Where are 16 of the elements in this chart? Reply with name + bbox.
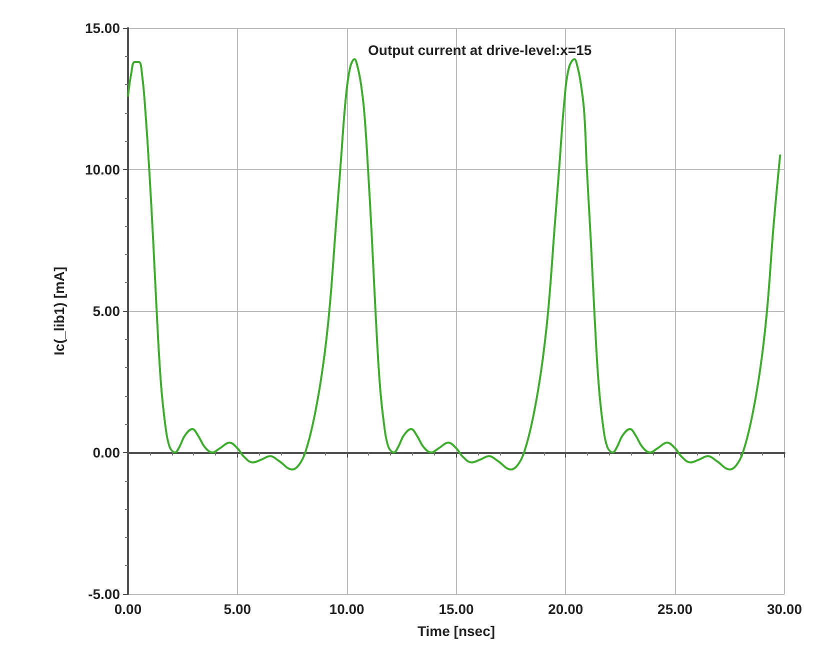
x-tick-label: 5.00 bbox=[224, 601, 252, 617]
x-tick-label: 10.00 bbox=[329, 601, 365, 617]
y-tick-label: 0.00 bbox=[92, 444, 120, 460]
x-tick-label: 25.00 bbox=[658, 601, 693, 617]
x-tick-label: 0.00 bbox=[114, 601, 142, 617]
x-axis-title: Time [nsec] bbox=[417, 623, 496, 639]
y-tick-label: 15.00 bbox=[84, 20, 120, 36]
y-tick-label: 10.00 bbox=[84, 162, 120, 178]
x-tick-label: 15.00 bbox=[438, 601, 474, 617]
y-axis-title: Ic(_lib1) [mA] bbox=[51, 266, 67, 356]
line-series bbox=[127, 58, 782, 470]
text: Output current at drive-level:x=15 bbox=[368, 42, 592, 58]
x-tick-label: 20.00 bbox=[548, 601, 584, 617]
x-tick-label: 30.00 bbox=[766, 601, 802, 617]
y-tick-label: -5.00 bbox=[88, 586, 120, 602]
y-tick-label: 5.00 bbox=[92, 303, 120, 319]
